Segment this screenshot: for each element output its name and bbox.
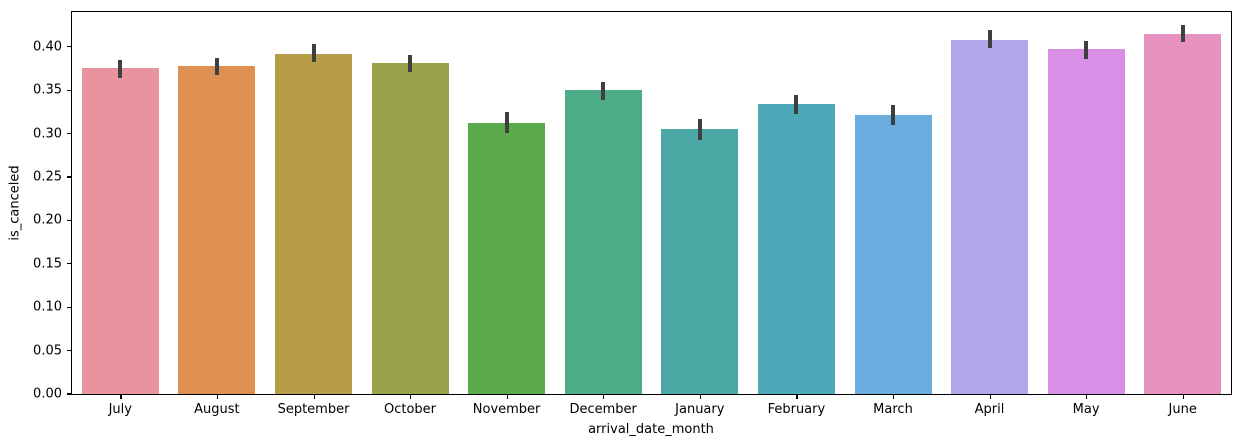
x-tick-label-april: April [974,402,1005,417]
bar-august [178,65,256,394]
error-bar-march [891,104,895,125]
x-tick-mark [216,395,219,399]
y-tick-mark [67,349,71,352]
x-tick-mark [603,395,605,399]
x-tick-label-june: June [1168,402,1197,417]
y-tick-label-0-00: 0.00 [33,386,62,402]
x-tick-label-february: February [767,402,826,417]
x-tick-label-october: October [383,402,437,417]
error-bar-july [118,59,123,78]
x-tick-label-july: July [108,402,132,417]
bar-june [1144,33,1222,394]
y-tick-mark [67,46,71,48]
y-tick-label-0-35: 0.35 [33,82,62,98]
error-bar-june [1180,25,1185,43]
x-tick-mark [699,395,702,399]
bar-april [951,39,1028,394]
y-tick-mark [67,306,71,308]
y-tick-mark [67,176,71,178]
x-tick-mark [893,395,895,399]
bar-december [564,90,642,394]
y-tick-mark [67,132,71,135]
x-tick-mark [313,395,315,399]
error-bar-august [214,58,219,75]
x-tick-mark [989,395,991,399]
error-bar-may [1084,40,1089,59]
x-tick-mark [1086,395,1088,399]
bar-september [275,53,352,394]
error-bar-september [311,44,316,63]
y-tick-label-0-40: 0.40 [33,39,62,55]
error-bar-october [408,55,412,72]
x-tick-label-august: August [194,402,240,417]
x-tick-label-may: May [1072,402,1100,417]
error-bar-april [987,30,992,49]
x-tick-mark [796,395,798,399]
x-tick-label-november: November [472,402,541,417]
error-bar-november [504,111,509,134]
x-tick-label-december: December [569,402,637,417]
y-tick-label-0-20: 0.20 [33,212,62,228]
x-tick-mark [1182,395,1184,399]
error-bar-february [794,95,799,115]
y-tick-label-0-05: 0.05 [33,343,62,359]
error-bar-january [697,118,702,140]
x-tick-label-march: March [873,402,913,417]
y-tick-mark [67,89,71,91]
plot-area [71,11,1232,395]
bar-july [81,68,159,394]
y-tick-label-0-30: 0.30 [33,126,62,141]
error-bar-december [601,81,606,100]
y-tick-mark [67,393,71,395]
x-tick-label-september: September [277,402,350,417]
y-tick-mark [67,263,71,265]
x-axis-label: arrival_date_month [588,422,714,437]
x-tick-mark [410,395,412,399]
bar-october [371,63,449,394]
x-tick-mark [120,395,122,399]
y-tick-label-0-15: 0.15 [33,256,62,272]
x-tick-mark [506,395,508,399]
y-tick-label-0-25: 0.25 [33,169,62,185]
x-tick-label-january: January [675,402,725,417]
bar-february [757,104,835,394]
y-tick-label-0-10: 0.10 [33,299,62,315]
bar-january [661,129,739,394]
bar-may [1047,49,1125,394]
bar-november [468,123,546,394]
bar-march [854,115,932,394]
y-tick-mark [67,219,71,221]
